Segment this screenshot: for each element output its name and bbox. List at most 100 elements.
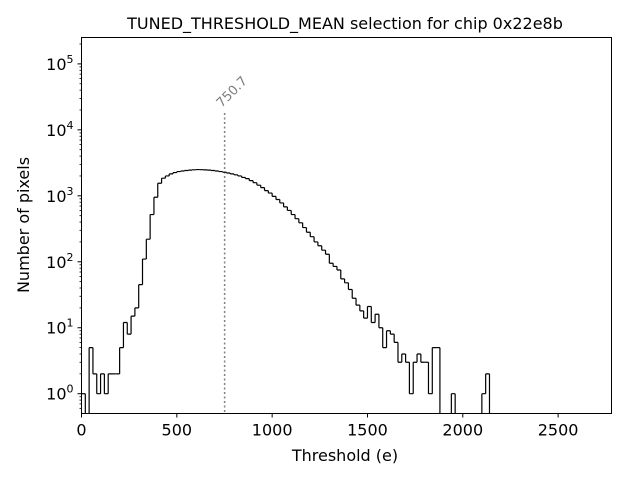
histogram-bin [454, 393, 456, 414]
y-tick-label: 100 [46, 383, 73, 404]
histogram-bin [122, 321, 128, 348]
histogram-bin [305, 227, 311, 233]
histogram-bin [275, 196, 280, 201]
histogram-bin [176, 170, 181, 173]
x-axis-label: Threshold (e) [291, 446, 398, 465]
histogram-bin [328, 254, 334, 264]
histogram-bin [351, 289, 357, 299]
histogram-bin [290, 210, 296, 216]
histogram-bin [420, 353, 425, 363]
histogram-bin [359, 305, 364, 312]
histogram-bin [302, 222, 307, 229]
threshold-marker-label: 750.7 [214, 74, 251, 111]
x-tick-label: 2500 [538, 421, 579, 440]
histogram-bin [385, 330, 391, 348]
histogram-bin [286, 206, 292, 212]
histogram-bin [141, 258, 147, 285]
histogram-bin [145, 238, 151, 260]
histogram-bin [405, 353, 410, 363]
histogram-bin [218, 170, 223, 173]
histogram-bin [370, 306, 376, 324]
histogram-bin [126, 322, 132, 335]
histogram-bin [374, 313, 379, 323]
plot-frame [81, 37, 612, 414]
histogram-bin [252, 180, 257, 184]
histogram-bin [164, 175, 170, 179]
histogram-bin [427, 362, 433, 395]
x-tick-label: 1500 [347, 421, 388, 440]
histogram-bin [408, 362, 414, 395]
y-axis-label: Number of pixels [14, 157, 33, 293]
histogram-bin [279, 199, 284, 204]
histogram-bin [103, 373, 109, 395]
histogram-bin [99, 373, 105, 394]
x-tick-label: 2000 [442, 421, 483, 440]
histogram-bin [393, 334, 398, 343]
histogram-bin [309, 232, 315, 238]
histogram-bin [267, 190, 273, 194]
histogram-bin [168, 173, 174, 176]
histogram-bin [160, 177, 166, 184]
histogram-bin [332, 263, 337, 268]
histogram-bin [416, 353, 421, 363]
histogram-bin [336, 266, 341, 271]
histogram-bin [378, 314, 383, 329]
histogram-bin [397, 342, 402, 363]
y-tick-label: 101 [46, 317, 73, 338]
histogram-bin [412, 361, 418, 394]
histogram-bin [401, 353, 406, 363]
histogram-bin [157, 182, 162, 198]
y-tick-label: 105 [46, 53, 73, 74]
x-tick-label: 0 [76, 421, 86, 440]
histogram-bin [321, 245, 326, 251]
histogram-bin [488, 373, 491, 414]
histogram-bin [382, 327, 387, 349]
histogram-bin [225, 172, 231, 174]
histogram-bin [149, 213, 154, 240]
histogram-bin [450, 393, 456, 414]
x-tick-label: 1000 [252, 421, 293, 440]
histogram-bin [389, 330, 395, 335]
histogram-bin [439, 347, 441, 414]
histogram-bin [256, 182, 261, 186]
histogram-bin [130, 315, 135, 335]
histogram-bin [363, 310, 368, 319]
y-tick-label: 102 [46, 251, 73, 272]
histogram-bin [84, 393, 86, 414]
chart-title: TUNED_THRESHOLD_MEAN selection for chip … [126, 14, 563, 34]
y-tick-label: 103 [46, 185, 73, 206]
histogram-bin [88, 347, 93, 414]
histogram-bin [271, 193, 276, 197]
histogram-bin [107, 373, 113, 394]
histogram-bin [355, 298, 360, 306]
histogram-bin [96, 373, 101, 395]
histogram-bin [347, 282, 353, 291]
histogram-bin [237, 174, 242, 177]
histogram-bin [260, 185, 265, 189]
histogram-bin [294, 214, 299, 220]
histogram-bin [324, 250, 330, 255]
histogram-bin [317, 241, 322, 247]
histogram-bin [134, 307, 139, 317]
histogram-bin [241, 175, 246, 179]
histogram-bin [172, 171, 177, 174]
histogram-bin [431, 347, 437, 394]
histogram-bin [282, 202, 288, 208]
histogram-bin [313, 236, 318, 243]
histogram-bin [229, 172, 235, 175]
y-tick-label: 104 [46, 119, 73, 140]
x-tick-label: 500 [162, 421, 193, 440]
histogram-bin [248, 178, 254, 182]
histogram-bin [233, 173, 238, 176]
histogram-bin [138, 284, 143, 308]
histogram-bin [153, 196, 158, 215]
histogram-bin [180, 170, 185, 172]
histogram-bin [263, 187, 269, 192]
histogram-bin [119, 347, 124, 374]
histogram-bin [366, 305, 372, 319]
histogram-bin [343, 278, 349, 284]
histogram-bin [221, 171, 227, 173]
histogram-bin [298, 218, 303, 224]
histogram-bin [485, 373, 490, 394]
